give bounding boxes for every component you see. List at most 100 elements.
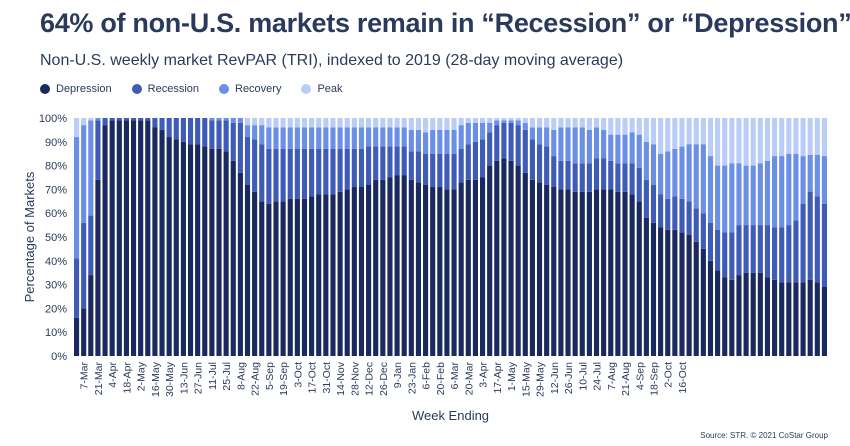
legend-item-recession: Recession [131,83,199,95]
bar-recovery [693,144,699,209]
bar-recession [423,153,429,185]
bar-recession [643,179,649,218]
bar-depression [650,222,657,356]
bar-depression [230,160,236,356]
bar-recession [358,148,365,188]
x-tick-label: 7-Mar [79,361,91,389]
bar-recession [707,222,714,261]
bar-recovery [515,120,521,126]
bar-recession [515,125,521,166]
bar-peak [401,118,407,128]
bar-depression [74,317,80,356]
legend: Depression Recession Recovery Peak [40,83,343,95]
bar-peak [259,118,265,126]
bar-recession [722,232,728,278]
bar-recession [180,118,186,142]
bar-recovery [309,127,315,149]
bar-recession [700,213,706,249]
bar-recession [658,194,664,228]
bar-recovery [650,144,657,185]
bar-depression [159,129,165,356]
bar-peak [465,118,471,123]
bar-depression [259,201,265,356]
x-tick-label: 5-Sep [264,362,276,390]
bar-recovery [81,125,87,223]
bar-peak [593,118,600,128]
bar-peak [387,118,393,128]
bar-peak [458,118,464,126]
bar-peak [252,118,258,126]
bar-recovery [266,127,272,149]
bar-peak [544,118,550,128]
bar-depression [437,187,443,356]
bar-peak [358,118,365,128]
bar-peak [330,118,336,128]
bar-peak [722,118,728,166]
bar-recession [259,144,265,202]
x-tick-label: 2-May [136,361,148,391]
x-tick-label: 14-Nov [335,361,347,396]
bar-recession [522,129,528,173]
bar-depression [337,191,343,356]
bar-depression [180,141,186,356]
bar-depression [138,120,144,356]
bar-depression [430,187,436,356]
bar-recovery [501,120,507,123]
bar-peak [337,118,343,128]
bar-recession [74,258,80,318]
bar-depression [579,191,585,356]
bar-depression [472,179,478,356]
x-tick-label: 31-Oct [321,362,333,394]
bar-recovery [387,127,393,147]
bar-recession [138,118,144,121]
bar-peak [679,118,685,147]
legend-swatch-recovery [219,84,229,94]
bar-recession [779,227,785,283]
bar-recession [145,118,151,121]
bar-recovery [430,129,436,154]
bar-depression [672,229,678,356]
bar-peak [273,118,279,128]
bar-peak [772,118,778,157]
bar-recovery [722,165,728,233]
bar-recession [757,225,763,273]
bar-peak [487,118,493,123]
bar-peak [793,118,799,154]
x-tick-label: 23-Jan [406,362,418,394]
bar-recession [230,122,236,161]
bar-recovery [736,163,742,226]
y-tick-label: 40% [45,256,67,268]
bar-recovery [330,127,336,149]
bar-recession [807,191,813,280]
bar-depression [743,272,749,356]
bar-recovery [337,127,343,149]
bar-recession [672,196,678,230]
bar-peak [287,118,293,128]
bar-recession [280,148,286,202]
bar-peak [579,118,585,128]
bar-recession [81,222,87,309]
bar-depression [423,184,429,356]
bar-recession [586,163,592,192]
bar-peak [601,118,607,130]
bar-peak [586,118,592,130]
bar-recovery [74,137,80,259]
bar-recession [615,163,621,192]
bar-recession [109,118,115,121]
bar-peak [629,118,635,133]
bar-peak [707,118,714,157]
bar-recovery [729,163,735,233]
bar-peak [800,118,806,157]
bar-recovery [508,120,514,123]
bar-recovery [800,156,806,204]
x-tick-label: 21-Aug [620,362,632,396]
bar-depression [152,127,158,357]
bar-recession [202,118,208,147]
bar-recession [252,139,258,192]
bar-recovery [209,118,215,121]
bar-depression [223,151,229,356]
bar-peak [323,118,329,128]
bar-recession [579,163,585,192]
bar-depression [665,229,671,356]
bar-recovery [658,153,664,195]
